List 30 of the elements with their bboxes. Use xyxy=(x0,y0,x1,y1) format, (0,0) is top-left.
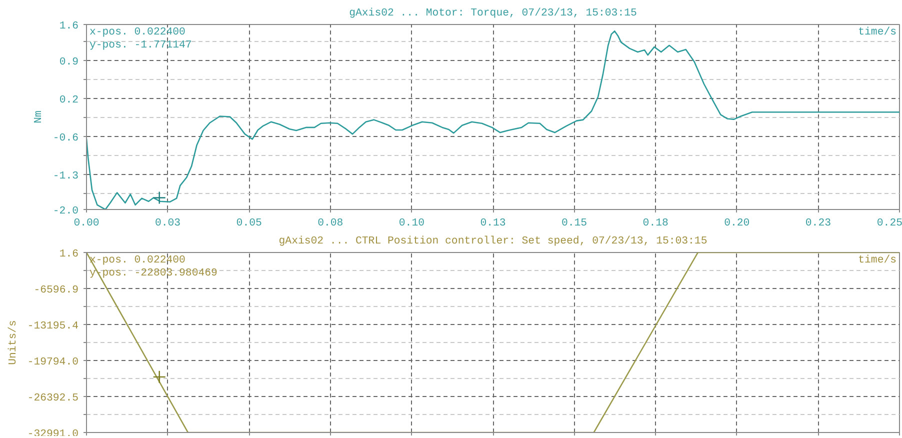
annotation: y-pos. -1.771147 xyxy=(90,40,192,52)
annotation: x-pos. 0.022400 xyxy=(90,26,186,38)
x-tick-label: 0.13 xyxy=(480,218,506,230)
x-tick-label: 0.08 xyxy=(318,218,344,230)
x-tick-label: 0.10 xyxy=(398,218,425,230)
y-tick-label: 1.6 xyxy=(59,248,79,260)
x-tick-label: 0.00 xyxy=(74,218,100,230)
x-tick-label: 0.18 xyxy=(642,218,668,230)
chart-title: gAxis02 ... CTRL Position controller: Set speed, 07/23/13, 15:03:15 xyxy=(278,236,708,248)
y-tick-label: 0.2 xyxy=(59,94,79,107)
y-tick-label: -1.3 xyxy=(52,170,79,183)
y-tick-label: 0.9 xyxy=(59,56,79,69)
y-tick-label: -6596.9 xyxy=(34,284,78,296)
x-tick-label: 0.23 xyxy=(805,218,832,230)
y-tick-label: -13195.4 xyxy=(27,320,79,332)
x-axis-title: time/s xyxy=(858,254,897,266)
y-axis-title: Nm xyxy=(32,110,45,124)
y-axis-title: Units/s xyxy=(7,320,20,365)
y-tick-label: -26392.5 xyxy=(27,392,79,404)
x-tick-label: 0.15 xyxy=(562,218,588,230)
y-tick-label: 1.6 xyxy=(59,20,79,32)
x-axis-title: time/s xyxy=(858,26,897,38)
chart-title: gAxis02 ... Motor: Torque, 07/23/13, 15:03:15 xyxy=(349,8,637,20)
x-tick-label: 0.25 xyxy=(876,218,902,230)
x-tick-label: 0.05 xyxy=(236,218,262,230)
x-tick-label: 0.03 xyxy=(155,218,181,230)
y-tick-label: -19794.0 xyxy=(27,356,79,368)
y-tick-label: -0.6 xyxy=(52,132,79,145)
y-tick-label: -2.0 xyxy=(52,206,79,218)
x-tick-label: 0.20 xyxy=(724,218,750,230)
